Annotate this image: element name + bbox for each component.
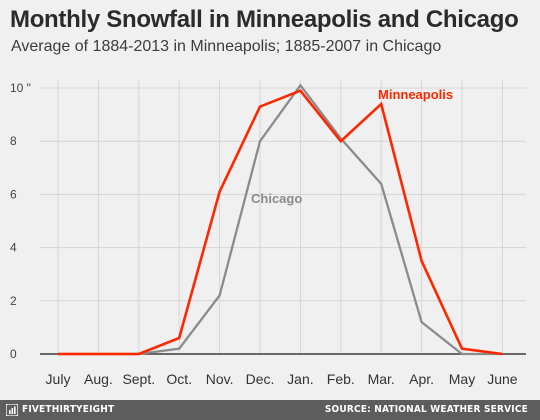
x-tick-label: Jan. (287, 371, 313, 387)
series-label-minneapolis: Minneapolis (378, 87, 453, 102)
fivethirtyeight-logo-icon (6, 404, 18, 416)
x-tick-label: Oct. (166, 371, 192, 387)
x-tick-label: June (487, 371, 518, 387)
x-tick-label: Dec. (246, 371, 275, 387)
y-tick-label: 0 (10, 347, 17, 361)
x-tick-label: May (449, 371, 475, 387)
brand-name: FIVETHIRTYEIGHT (22, 404, 115, 415)
series-line-minneapolis (58, 89, 503, 356)
footer-bar: FIVETHIRTYEIGHT SOURCE: NATIONAL WEATHER… (0, 400, 540, 420)
y-tick-label: 8 (10, 134, 17, 148)
y-tick-label: 2 (10, 294, 17, 308)
series-line-chicago (58, 83, 503, 356)
series-label-chicago: Chicago (251, 191, 302, 206)
line-chart: 0 2 4 6 8 10 " July Aug. Sept. Oct. Nov. Dec. Jan. Fe… (10, 80, 526, 387)
x-tick-label: Nov. (206, 371, 234, 387)
y-tick-label: 10 " (10, 81, 31, 95)
x-tick-label: Mar. (368, 371, 395, 387)
x-tick-label: Apr. (409, 371, 434, 387)
chart-title: Monthly Snowfall in Minneapolis and Chic… (10, 6, 519, 33)
y-tick-label: 6 (10, 187, 17, 201)
x-tick-label: Aug. (84, 371, 113, 387)
source-credit: SOURCE: NATIONAL WEATHER SERVICE (324, 404, 528, 415)
x-tick-label: July (46, 371, 71, 387)
y-tick-label: 4 (10, 241, 17, 255)
chart-subtitle: Average of 1884-2013 in Minneapolis; 188… (11, 38, 442, 55)
x-tick-label: Feb. (327, 371, 355, 387)
x-tick-label: Sept. (122, 371, 155, 387)
